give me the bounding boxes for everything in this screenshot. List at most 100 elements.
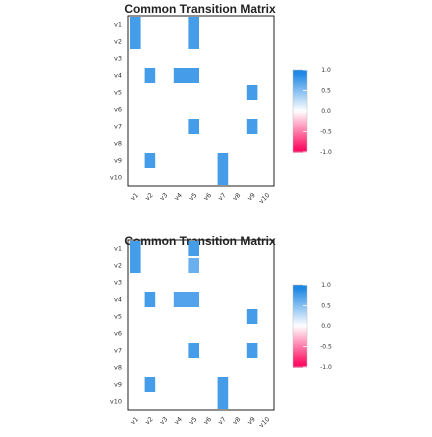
colorbar-segment bbox=[293, 336, 307, 339]
colorbar-segment bbox=[293, 145, 307, 149]
colorbar-segment bbox=[293, 139, 307, 143]
colorbar-segment bbox=[293, 350, 307, 354]
heatmap-cell bbox=[246, 343, 258, 358]
y-tick-labels: v1 v2 v3 v4 v5 v6 v7 v8 v9 v10 bbox=[110, 21, 122, 182]
x-tick-label: v4 bbox=[173, 415, 184, 426]
colorbar-segment bbox=[293, 313, 307, 317]
colorbar-segment bbox=[293, 319, 307, 323]
heatmap-cell bbox=[130, 17, 141, 49]
x-tick-label: v9 bbox=[246, 415, 257, 426]
heatmap-chart-1: Common Transition Matrix v1v2v3v4v5v6v7v… bbox=[110, 2, 332, 205]
colorbar-segment bbox=[293, 348, 307, 352]
x-tick-label: v8 bbox=[231, 415, 242, 426]
colorbar-segment bbox=[293, 315, 307, 319]
x-tick-label: v1 bbox=[129, 415, 140, 426]
colorbar: 1.0 0.5 0.0 -0.5 -1.0 bbox=[292, 67, 332, 156]
colorbar-segment bbox=[293, 330, 307, 333]
colorbar-segment bbox=[293, 293, 307, 296]
x-tick-label: v10 bbox=[257, 415, 271, 429]
y-tick-label: v8 bbox=[114, 140, 122, 148]
colorbar-segment bbox=[293, 86, 307, 90]
colorbar-segment bbox=[293, 303, 307, 307]
colorbar-segment bbox=[293, 364, 307, 368]
colorbar-segment bbox=[293, 358, 307, 362]
x-tick-label: v7 bbox=[216, 191, 227, 202]
colorbar-segment bbox=[293, 127, 307, 131]
colorbar-tick-label: 0.0 bbox=[321, 108, 331, 115]
colorbar-segment bbox=[293, 100, 307, 104]
x-tick-label: v1 bbox=[129, 191, 140, 202]
colorbar-segment bbox=[293, 88, 307, 92]
colorbar-segment bbox=[293, 137, 307, 141]
x-tick-label: v3 bbox=[158, 191, 169, 202]
colorbar-segment bbox=[293, 111, 307, 114]
colorbar-tick-label: -0.5 bbox=[320, 344, 332, 351]
y-tick-label: v8 bbox=[114, 364, 122, 372]
colorbar-segment bbox=[293, 285, 307, 288]
heatmap-cell bbox=[217, 377, 229, 409]
colorbar-segment bbox=[293, 305, 307, 309]
colorbar-segment bbox=[293, 133, 307, 137]
colorbar-segment bbox=[293, 143, 307, 147]
colorbar-segment bbox=[293, 323, 307, 327]
chart-title: Common Transition Matrix bbox=[124, 2, 276, 16]
x-tick-label: v5 bbox=[187, 415, 198, 426]
heatmap-cell bbox=[130, 241, 141, 273]
colorbar-segment bbox=[293, 334, 307, 337]
colorbar-segment bbox=[293, 356, 307, 360]
y-tick-label: v2 bbox=[114, 38, 122, 46]
heatmap-cell bbox=[188, 119, 199, 134]
colorbar-segment bbox=[293, 297, 307, 300]
colorbar-segment bbox=[293, 106, 307, 110]
heatmap-cell bbox=[188, 343, 199, 358]
colorbar-segment bbox=[293, 102, 307, 106]
colorbar-segment bbox=[293, 125, 307, 128]
x-tick-label: v9 bbox=[246, 191, 257, 202]
colorbar-segment bbox=[293, 346, 307, 350]
colorbar-segment bbox=[293, 78, 307, 81]
colorbar-segment bbox=[293, 321, 307, 325]
colorbar-segment bbox=[293, 332, 307, 335]
colorbar-segment bbox=[293, 72, 307, 75]
colorbar-tick-label: 0.5 bbox=[321, 88, 331, 95]
x-tick-label: v10 bbox=[257, 191, 271, 205]
colorbar-segment bbox=[293, 84, 307, 87]
x-tick-label: v7 bbox=[216, 415, 227, 426]
colorbar-segment bbox=[293, 362, 307, 366]
colorbar-segment bbox=[293, 309, 307, 313]
heatmap-cell bbox=[188, 241, 199, 256]
y-tick-label: v4 bbox=[114, 296, 122, 304]
colorbar-segment bbox=[293, 311, 307, 315]
colorbar-segment bbox=[293, 360, 307, 364]
colorbar-segment bbox=[293, 299, 307, 302]
colorbar-segment bbox=[293, 135, 307, 139]
colorbar-segment bbox=[293, 287, 307, 290]
x-tick-labels: v1 v2 v3 v4 v5 v6 v7 v8 v9 v10 bbox=[129, 191, 272, 205]
y-tick-label: v3 bbox=[114, 279, 122, 287]
colorbar-segment bbox=[293, 117, 307, 120]
colorbar-segment bbox=[293, 104, 307, 108]
heatmap-cell bbox=[144, 377, 156, 392]
colorbar-tick-label: 1.0 bbox=[321, 67, 331, 74]
y-tick-label: v3 bbox=[114, 55, 122, 63]
colorbar-segment bbox=[293, 96, 307, 100]
x-tick-label: v2 bbox=[143, 415, 154, 426]
x-tick-label: v5 bbox=[187, 191, 198, 202]
colorbar: 1.0 0.5 0.0 -0.5 -1.0 bbox=[292, 282, 332, 371]
x-tick-labels: v1 v2 v3 v4 v5 v6 v7 v8 v9 v10 bbox=[129, 415, 272, 429]
heatmap-panel-2: Common Transition Matrix v1 v2 v3 v4 v5 v6 v7 v… bbox=[0, 216, 432, 432]
colorbar-tick-label: 0.5 bbox=[321, 303, 331, 310]
y-tick-label: v4 bbox=[114, 72, 122, 80]
heatmap-cells bbox=[130, 241, 258, 409]
y-tick-label: v1 bbox=[114, 21, 122, 29]
colorbar-segment bbox=[293, 289, 307, 292]
colorbar-segment bbox=[293, 354, 307, 358]
colorbar-segment bbox=[293, 113, 307, 116]
plot-frame bbox=[127, 15, 275, 187]
colorbar-segment bbox=[293, 149, 307, 153]
heatmap-cell bbox=[144, 68, 156, 83]
colorbar-segment bbox=[293, 307, 307, 311]
colorbar-segment bbox=[293, 317, 307, 321]
y-tick-label: v7 bbox=[114, 347, 122, 355]
heatmap-cell bbox=[246, 119, 258, 134]
